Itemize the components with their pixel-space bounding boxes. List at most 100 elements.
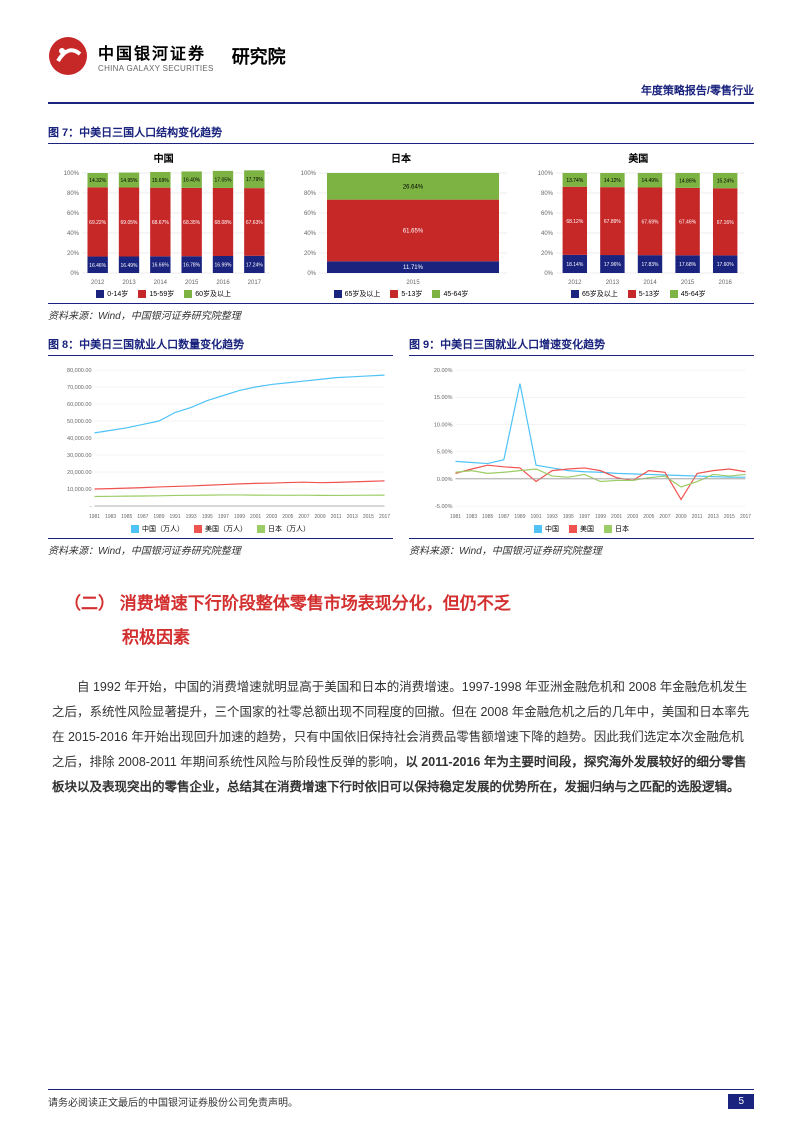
section-title: （二） 消费增速下行阶段整体零售市场表现分化，但仍不乏 积极因素 (64, 587, 754, 655)
fig9-source: 资料来源：Wind，中国银河证券研究院整理 (409, 538, 754, 557)
body-paragraph: 自 1992 年开始，中国的消费增速就明显高于美国和日本的消费增速。1997-1… (52, 675, 750, 800)
fig7-japan-title: 日本 (391, 150, 411, 165)
svg-text:17.05%: 17.05% (214, 177, 232, 183)
svg-text:5.00%: 5.00% (437, 449, 453, 455)
svg-text:60,000.00: 60,000.00 (67, 402, 91, 408)
fig9-legend: 中国美国日本 (409, 524, 754, 534)
svg-text:60%: 60% (304, 211, 317, 217)
svg-text:1989: 1989 (153, 514, 164, 520)
svg-text:13.74%: 13.74% (567, 177, 585, 183)
svg-text:2015: 2015 (681, 280, 695, 286)
svg-text:16.46%: 16.46% (89, 262, 107, 268)
svg-text:80,000.00: 80,000.00 (67, 368, 91, 374)
section-title-2: 积极因素 (64, 628, 190, 647)
svg-text:2005: 2005 (282, 514, 293, 520)
institute-label: 研究院 (232, 43, 286, 69)
svg-text:1993: 1993 (186, 514, 197, 520)
svg-text:0.00%: 0.00% (437, 476, 453, 482)
svg-text:17.68%: 17.68% (679, 262, 697, 268)
svg-text:2014: 2014 (644, 280, 658, 286)
report-type: 年度策略报告/零售行业 (48, 82, 754, 98)
svg-text:20%: 20% (67, 251, 80, 257)
svg-text:1997: 1997 (579, 514, 590, 520)
svg-text:1999: 1999 (595, 514, 606, 520)
svg-text:70,000.00: 70,000.00 (67, 385, 91, 391)
svg-text:0%: 0% (70, 271, 79, 277)
fig8-legend: 中国（万人）美国（万人）日本（万人） (48, 524, 393, 534)
svg-text:100%: 100% (63, 171, 79, 177)
svg-text:16.66%: 16.66% (152, 262, 170, 268)
svg-text:67.46%: 67.46% (679, 219, 697, 225)
svg-text:1999: 1999 (234, 514, 245, 520)
svg-text:2015: 2015 (406, 280, 420, 286)
svg-text:1987: 1987 (498, 514, 509, 520)
svg-text:2014: 2014 (153, 280, 167, 286)
svg-text:2013: 2013 (606, 280, 620, 286)
svg-text:68.35%: 68.35% (183, 220, 201, 226)
svg-text:1997: 1997 (218, 514, 229, 520)
svg-text:1991: 1991 (169, 514, 180, 520)
svg-text:2017: 2017 (379, 514, 390, 520)
svg-text:20,000.00: 20,000.00 (67, 470, 91, 476)
svg-text:2012: 2012 (91, 280, 105, 286)
svg-text:1989: 1989 (514, 514, 525, 520)
svg-text:2016: 2016 (216, 280, 230, 286)
svg-text:2009: 2009 (675, 514, 686, 520)
svg-text:61.65%: 61.65% (403, 228, 424, 234)
logo-icon (48, 36, 88, 76)
brand-cn: 中国银河证券 (98, 40, 214, 64)
svg-text:69.22%: 69.22% (89, 219, 107, 225)
fig7-usa-title: 美国 (628, 150, 648, 165)
svg-text:68.67%: 68.67% (152, 220, 170, 226)
svg-text:1985: 1985 (121, 514, 132, 520)
svg-text:2012: 2012 (568, 280, 582, 286)
fig8-svg: -10,000.0020,000.0030,000.0040,000.0050,… (48, 362, 393, 522)
svg-text:67.89%: 67.89% (604, 219, 622, 225)
fig8-source: 资料来源：Wind，中国银河证券研究院整理 (48, 538, 393, 557)
svg-text:1981: 1981 (89, 514, 100, 520)
svg-text:2009: 2009 (314, 514, 325, 520)
svg-text:16.78%: 16.78% (183, 262, 201, 268)
svg-text:2013: 2013 (347, 514, 358, 520)
svg-text:2015: 2015 (363, 514, 374, 520)
brand-block: 中国银河证券 CHINA GALAXY SECURITIES (98, 40, 214, 73)
svg-text:2011: 2011 (331, 514, 342, 520)
page-footer: 请务必阅读正文最后的中国银河证券股份公司免责声明。 5 (48, 1089, 754, 1109)
svg-text:-5.00%: -5.00% (435, 504, 453, 510)
svg-text:16.49%: 16.49% (120, 262, 138, 268)
svg-text:1985: 1985 (482, 514, 493, 520)
svg-text:14.86%: 14.86% (679, 178, 697, 184)
footer-text: 请务必阅读正文最后的中国银河证券股份公司免责声明。 (48, 1094, 298, 1109)
svg-text:2017: 2017 (740, 514, 751, 520)
svg-text:20.00%: 20.00% (434, 368, 453, 374)
fig7-japan-svg: 0%20%40%60%80%100%11.71%61.65%26.64%2015 (291, 167, 511, 287)
svg-text:16.99%: 16.99% (214, 262, 232, 268)
svg-text:80%: 80% (67, 191, 80, 197)
svg-text:2003: 2003 (627, 514, 638, 520)
svg-text:17.96%: 17.96% (604, 262, 622, 268)
brand-en: CHINA GALAXY SECURITIES (98, 64, 214, 73)
svg-text:17.79%: 17.79% (246, 177, 264, 183)
svg-text:2001: 2001 (250, 514, 261, 520)
svg-text:18.14%: 18.14% (567, 261, 585, 267)
svg-text:60%: 60% (541, 211, 554, 217)
svg-text:2003: 2003 (266, 514, 277, 520)
svg-text:2007: 2007 (298, 514, 309, 520)
svg-text:17.83%: 17.83% (642, 262, 660, 268)
svg-text:15.24%: 15.24% (717, 178, 735, 184)
fig8-title: 图 8：中美日三国就业人口数量变化趋势 (48, 336, 393, 356)
svg-text:26.64%: 26.64% (403, 184, 424, 190)
svg-text:14.49%: 14.49% (642, 178, 660, 184)
svg-text:1991: 1991 (530, 514, 541, 520)
svg-text:2007: 2007 (659, 514, 670, 520)
svg-text:2005: 2005 (643, 514, 654, 520)
fig9-title: 图 9：中美日三国就业人口增速变化趋势 (409, 336, 754, 356)
svg-text:10,000.00: 10,000.00 (67, 487, 91, 493)
svg-text:2015: 2015 (724, 514, 735, 520)
svg-text:2013: 2013 (122, 280, 136, 286)
fig7-china-legend: 0-14岁15-59岁60岁及以上 (96, 289, 231, 299)
svg-text:2001: 2001 (611, 514, 622, 520)
svg-text:0%: 0% (307, 271, 316, 277)
svg-text:17.24%: 17.24% (246, 262, 264, 268)
svg-text:100%: 100% (538, 171, 554, 177)
